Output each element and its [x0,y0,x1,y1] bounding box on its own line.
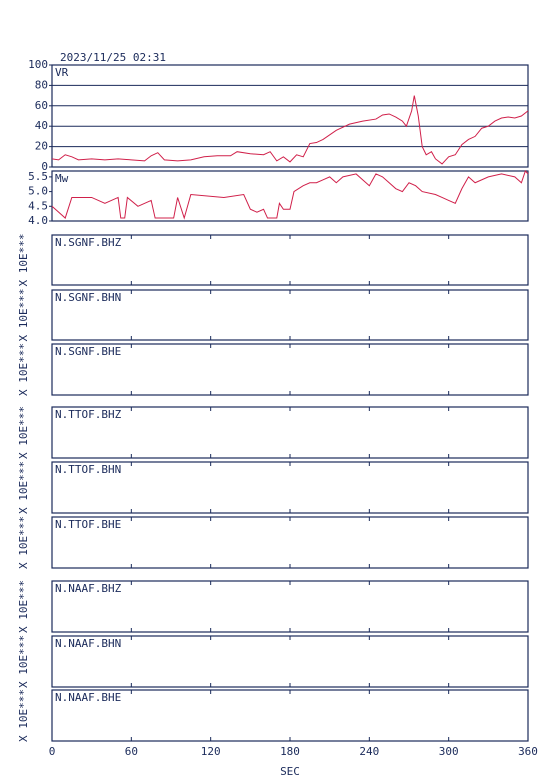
panel-label: N.NAAF.BHZ [55,582,122,595]
x-tick-label: 0 [49,745,56,758]
y-tick-label: 5.5 [28,170,48,183]
panel-label: N.TTOF.BHN [55,463,121,476]
y-axis-label: X 10E*** [17,289,30,342]
x-tick-label: 180 [280,745,300,758]
data-line [51,170,529,220]
panel-label: Mw [55,172,69,185]
panel-label: N.TTOF.BHZ [55,408,122,421]
x-tick-label: 120 [201,745,221,758]
panel-label: N.SGNF.BHE [55,345,121,358]
panel-frame [51,64,529,168]
y-axis-label: X 10E*** [17,234,30,287]
y-axis-label: X 10E*** [17,406,30,459]
panel-label: N.SGNF.BHZ [55,236,122,249]
panel-label: N.TTOF.BHE [55,518,121,531]
x-tick-label: 240 [359,745,379,758]
panel-frame [51,406,529,459]
x-tick-label: 300 [439,745,459,758]
panel-label: N.SGNF.BHN [55,291,121,304]
panel-frame [51,580,529,633]
y-tick-label: 4.5 [28,199,48,212]
panel-label: N.NAAF.BHN [55,637,121,650]
panel-frame [51,635,529,688]
panel-frame [51,343,529,396]
y-tick-label: 20 [35,140,48,153]
panel-label: VR [55,66,69,79]
y-axis-label: X 10E*** [17,461,30,514]
y-tick-label: 4.0 [28,214,48,227]
y-axis-label: X 10E*** [17,580,30,633]
y-tick-label: 5.0 [28,185,48,198]
y-tick-label: 100 [28,58,48,71]
x-axis-label: SEC [280,765,300,778]
y-axis-label: X 10E*** [17,635,30,688]
data-line [51,95,529,165]
y-tick-label: 60 [35,99,48,112]
panel-frame [51,516,529,569]
y-axis-label: X 10E*** [17,516,30,569]
y-axis-label: X 10E*** [17,689,30,742]
x-tick-label: 360 [518,745,538,758]
y-tick-label: 80 [35,78,48,91]
y-axis-label: X 10E*** [17,343,30,396]
panel-frame [51,234,529,286]
timestamp: 2023/11/25 02:31 [60,51,166,64]
panel-frame [51,170,529,222]
x-tick-label: 60 [125,745,138,758]
panel-label: N.NAAF.BHE [55,691,121,704]
panel-frame [51,461,529,514]
y-tick-label: 40 [35,119,48,132]
panel-frame [51,689,529,742]
panel-frame [51,289,529,341]
y-tick-label: 0 [41,160,48,173]
